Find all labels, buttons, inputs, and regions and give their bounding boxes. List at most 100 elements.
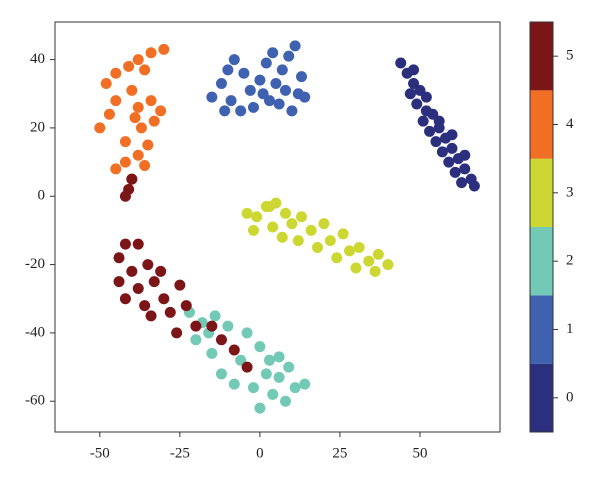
point	[247, 382, 259, 394]
point	[254, 74, 266, 86]
point	[235, 105, 247, 117]
point	[113, 252, 125, 264]
point	[312, 242, 324, 253]
point	[132, 238, 144, 250]
colorbar-tick-label: 5	[566, 48, 574, 64]
point	[404, 88, 416, 100]
point	[424, 125, 436, 137]
point	[180, 300, 192, 312]
point	[382, 259, 394, 271]
point	[206, 320, 218, 332]
point	[132, 149, 144, 161]
colorbar-segment	[530, 22, 553, 91]
point	[251, 211, 263, 223]
point	[110, 67, 122, 79]
point	[318, 218, 330, 230]
point	[135, 122, 147, 134]
point	[267, 221, 279, 233]
point	[433, 115, 445, 127]
point	[241, 361, 253, 373]
point	[219, 105, 231, 117]
colorbar-frame	[529, 21, 554, 433]
point	[228, 344, 240, 356]
point	[190, 320, 202, 332]
point	[132, 283, 144, 294]
point	[119, 136, 131, 148]
point	[222, 320, 234, 332]
point	[190, 334, 202, 346]
point	[174, 279, 186, 291]
point	[132, 101, 144, 113]
point	[299, 91, 311, 103]
point	[171, 327, 183, 339]
point	[324, 235, 336, 247]
colorbar-segment	[530, 90, 553, 159]
point	[283, 361, 295, 373]
point	[459, 163, 471, 175]
point	[420, 91, 432, 103]
point	[126, 265, 138, 277]
y-tick-label: 0	[38, 188, 46, 204]
point	[148, 276, 160, 288]
point	[145, 95, 157, 107]
point	[283, 50, 295, 62]
point	[344, 245, 356, 257]
point	[132, 54, 144, 66]
point	[280, 207, 292, 219]
colorbar-tick-label: 4	[566, 116, 574, 132]
point	[119, 156, 131, 168]
point	[94, 122, 106, 134]
colorbar-segment	[530, 363, 553, 432]
y-tick-label: -40	[25, 324, 45, 340]
point	[280, 84, 292, 96]
point	[139, 160, 151, 171]
point	[443, 156, 455, 168]
point	[225, 95, 237, 107]
point	[286, 218, 298, 230]
point	[257, 88, 269, 100]
colorbar-segment	[530, 158, 553, 227]
point	[241, 207, 253, 219]
point	[158, 293, 170, 305]
y-tick-label: 20	[30, 119, 45, 135]
point	[247, 224, 259, 236]
point	[142, 259, 154, 271]
point	[305, 224, 317, 236]
point	[446, 142, 458, 154]
point	[215, 368, 227, 380]
point	[215, 334, 227, 346]
point	[296, 71, 308, 83]
point	[468, 180, 480, 192]
point	[369, 265, 381, 277]
point	[244, 84, 256, 96]
y-tick-label: 40	[30, 51, 45, 67]
point	[113, 276, 125, 288]
point	[119, 293, 131, 305]
point	[222, 64, 234, 76]
point	[123, 60, 135, 72]
point	[337, 228, 349, 240]
point	[206, 91, 218, 103]
point	[119, 238, 131, 250]
point	[267, 47, 279, 59]
colorbar-segment	[530, 227, 553, 296]
point	[430, 136, 442, 148]
y-tick-label: -20	[25, 256, 45, 272]
point	[247, 101, 259, 113]
point	[296, 211, 308, 223]
point	[158, 43, 170, 55]
x-tick-label: 0	[256, 445, 264, 461]
colorbar-tick-label: 2	[566, 253, 574, 269]
point	[363, 255, 375, 267]
point	[139, 300, 151, 312]
point	[164, 306, 176, 318]
point	[286, 105, 298, 117]
point	[126, 84, 138, 96]
point	[228, 54, 240, 66]
point	[273, 351, 285, 363]
plot-frame	[54, 21, 501, 433]
point	[267, 388, 279, 400]
point	[129, 112, 141, 124]
point	[270, 78, 282, 89]
